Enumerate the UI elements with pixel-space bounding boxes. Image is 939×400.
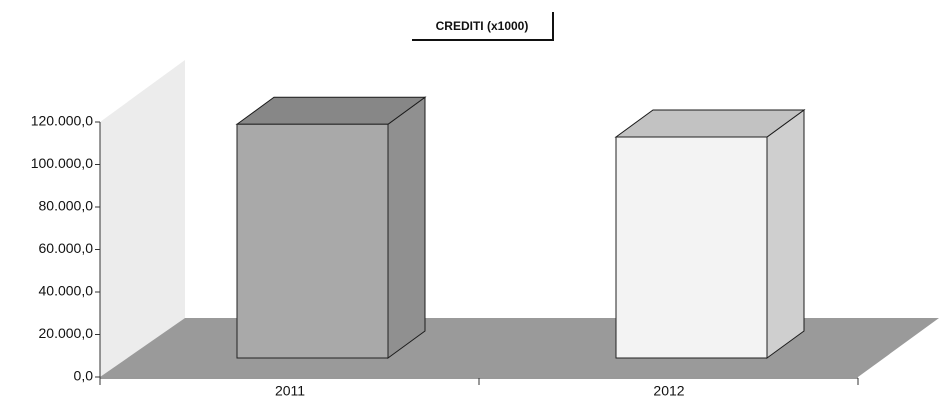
chart-title: CREDITI (x1000) xyxy=(436,19,529,33)
y-tick-label: 120.000,0 xyxy=(31,113,93,129)
bar xyxy=(236,123,389,359)
y-tick-label: 80.000,0 xyxy=(39,198,94,214)
y-tick-label: 100.000,0 xyxy=(31,155,93,171)
x-tick-label: 2012 xyxy=(653,383,684,399)
bar-side xyxy=(387,96,426,359)
floor xyxy=(100,318,939,377)
y-tick-label: 60.000,0 xyxy=(39,240,94,256)
bar xyxy=(615,136,768,359)
x-tick-label: 2011 xyxy=(275,383,305,399)
back-wall xyxy=(100,60,185,377)
y-tick-label: 40.000,0 xyxy=(39,283,94,299)
y-tick-label: 20.000,0 xyxy=(39,325,94,341)
y-tick-label: 0,0 xyxy=(74,368,94,384)
bar-side xyxy=(766,109,805,359)
